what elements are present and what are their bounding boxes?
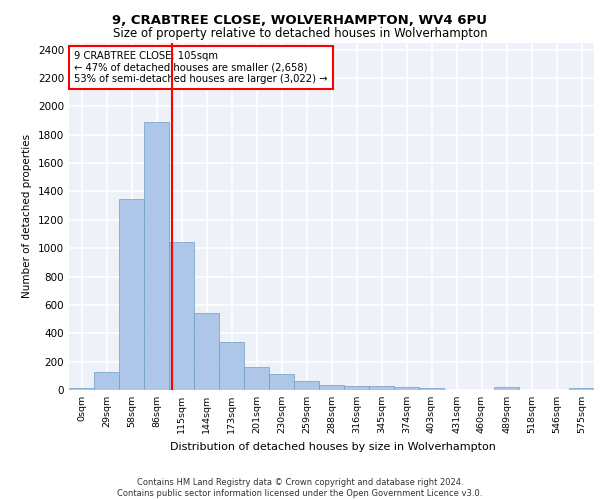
Bar — [69, 388, 94, 390]
Bar — [194, 314, 219, 390]
Bar — [94, 372, 119, 390]
Bar — [569, 388, 594, 390]
Bar — [394, 387, 419, 390]
Bar — [244, 368, 269, 390]
Y-axis label: Number of detached properties: Number of detached properties — [22, 134, 32, 298]
Text: Distribution of detached houses by size in Wolverhampton: Distribution of detached houses by size … — [170, 442, 496, 452]
Bar — [494, 388, 519, 390]
Text: Contains HM Land Registry data © Crown copyright and database right 2024.
Contai: Contains HM Land Registry data © Crown c… — [118, 478, 482, 498]
Bar — [369, 386, 394, 390]
Bar — [319, 384, 344, 390]
Bar — [344, 386, 369, 390]
Bar — [144, 122, 169, 390]
Bar — [294, 382, 319, 390]
Text: 9, CRABTREE CLOSE, WOLVERHAMPTON, WV4 6PU: 9, CRABTREE CLOSE, WOLVERHAMPTON, WV4 6P… — [113, 14, 487, 27]
Bar — [169, 242, 194, 390]
Bar — [269, 374, 294, 390]
Bar — [119, 198, 144, 390]
Bar — [419, 388, 444, 390]
Bar — [219, 342, 244, 390]
Text: 9 CRABTREE CLOSE: 105sqm
← 47% of detached houses are smaller (2,658)
53% of sem: 9 CRABTREE CLOSE: 105sqm ← 47% of detach… — [74, 51, 328, 84]
Text: Size of property relative to detached houses in Wolverhampton: Size of property relative to detached ho… — [113, 28, 487, 40]
